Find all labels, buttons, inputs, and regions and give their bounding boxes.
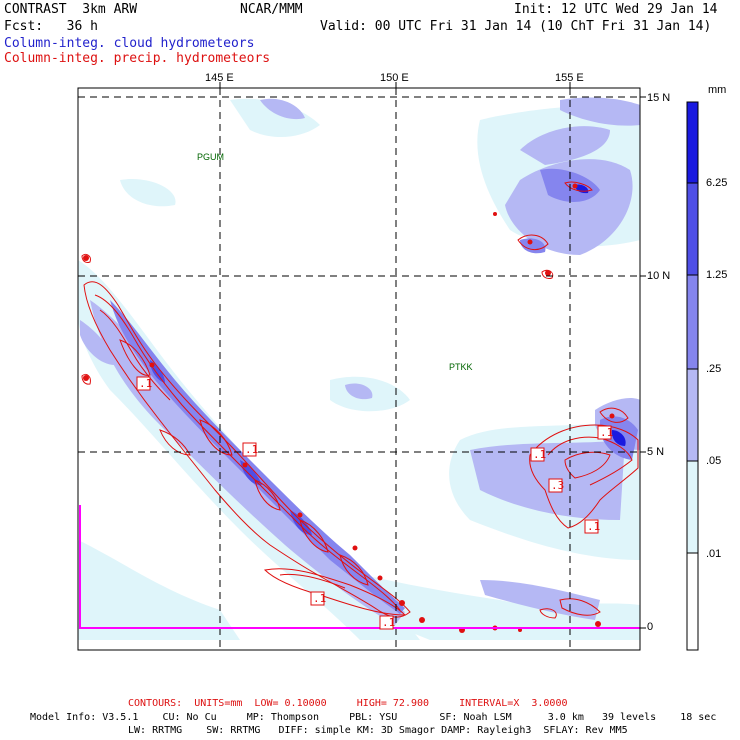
contour-label: .3 <box>551 479 565 492</box>
nest-boundary <box>79 505 640 629</box>
station-pgum: PGUM <box>197 152 224 162</box>
lat-label-15n: 15 N <box>647 92 671 104</box>
colorbar-swatch <box>686 274 699 370</box>
lon-label-150: 150 E <box>380 72 409 84</box>
colorbar-label: .25 <box>706 363 722 375</box>
field-precip-label: Column-integ. precip. hydrometeors <box>4 51 271 66</box>
lon-label-145: 145 E <box>205 72 234 84</box>
model-title: CONTRAST 3km ARW <box>4 2 138 17</box>
lat-label-5n: 5 N <box>647 446 665 458</box>
colorbar-label: 1.25 <box>706 269 728 281</box>
contour-label-boxes <box>136 376 612 630</box>
contour-label: .1 <box>600 426 614 439</box>
ticks <box>219 82 646 629</box>
colorbar <box>686 101 699 651</box>
lon-label-155: 155 E <box>555 72 584 84</box>
model-info-line-2: LW: RRTMG SW: RRTMG DIFF: simple KM: 3D … <box>128 725 628 736</box>
colorbar-label: .01 <box>706 548 722 560</box>
colorbar-swatch <box>686 460 699 554</box>
contour-label: .1 <box>382 616 396 629</box>
contour-label: .1 <box>245 443 259 456</box>
contour-label: .1 <box>139 377 153 390</box>
lat-label-10n: 10 N <box>647 270 671 282</box>
forecast-hour: Fcst: 36 h <box>4 19 98 34</box>
colorbar-unit: mm <box>708 84 727 96</box>
colorbar-label: 6.25 <box>706 177 728 189</box>
contour-label: .1 <box>533 448 547 461</box>
contour-label: .1 <box>313 592 327 605</box>
lat-label-eq: 0 <box>647 621 654 633</box>
precip-cores <box>83 183 615 633</box>
map-frame <box>77 87 641 651</box>
init-time: Init: 12 UTC Wed 29 Jan 14 <box>514 2 718 17</box>
lat-lon-grid <box>78 88 640 650</box>
colorbar-swatch <box>686 101 699 184</box>
org-label: NCAR/MMM <box>240 2 303 17</box>
colorbar-swatch <box>686 368 699 462</box>
valid-time: Valid: 00 UTC Fri 31 Jan 14 (10 ChT Fri … <box>320 19 712 34</box>
field-cloud-label: Column-integ. cloud hydrometeors <box>4 36 255 51</box>
model-info-line-1: Model Info: V3.5.1 CU: No Cu MP: Thompso… <box>30 712 717 723</box>
station-ptkk: PTKK <box>449 362 473 372</box>
colorbar-swatch <box>686 182 699 276</box>
contour-label: .1 <box>587 520 601 533</box>
contours-info: CONTOURS: UNITS=mm LOW= 0.10000 HIGH= 72… <box>128 698 568 709</box>
precip-contours <box>81 181 639 619</box>
colorbar-swatch <box>686 552 699 651</box>
colorbar-label: .05 <box>706 455 722 467</box>
